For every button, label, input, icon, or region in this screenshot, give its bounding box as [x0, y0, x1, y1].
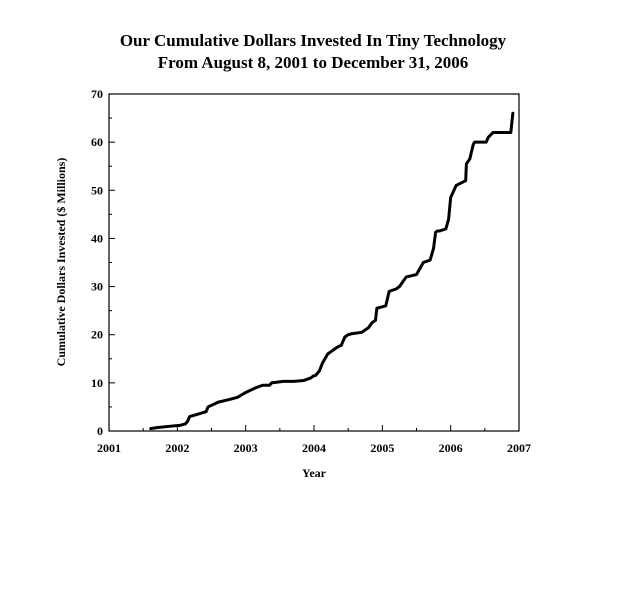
x-tick-label: 2007 — [507, 441, 531, 455]
cumulative-investment-line — [149, 111, 515, 431]
x-tick-label: 2004 — [302, 441, 326, 455]
y-tick-label: 60 — [91, 135, 103, 149]
y-tick-label: 30 — [91, 280, 103, 294]
x-tick-label: 2001 — [97, 441, 121, 455]
x-tick-label: 2002 — [165, 441, 189, 455]
x-tick-label: 2006 — [439, 441, 463, 455]
x-axis-label: Year — [302, 466, 327, 480]
y-tick-label: 70 — [91, 87, 103, 101]
y-tick-label: 20 — [91, 328, 103, 342]
y-tick-label: 0 — [97, 424, 103, 438]
chart-title: Our Cumulative Dollars Invested In Tiny … — [120, 31, 507, 50]
y-tick-label: 40 — [91, 231, 103, 245]
chart-subtitle: From August 8, 2001 to December 31, 2006 — [158, 53, 469, 72]
y-axis-label: Cumulative Dollars Invested ($ Millions) — [54, 158, 68, 367]
y-tick-label: 10 — [91, 376, 103, 390]
x-axis-ticks: 2001 2002 2003 2004 2005 2006 2007 — [97, 425, 531, 455]
y-tick-label: 50 — [91, 183, 103, 197]
x-tick-label: 2003 — [234, 441, 258, 455]
x-tick-label: 2005 — [370, 441, 394, 455]
y-axis-ticks: 0 10 20 30 40 50 60 70 — [91, 87, 115, 438]
plot-frame — [108, 93, 520, 432]
